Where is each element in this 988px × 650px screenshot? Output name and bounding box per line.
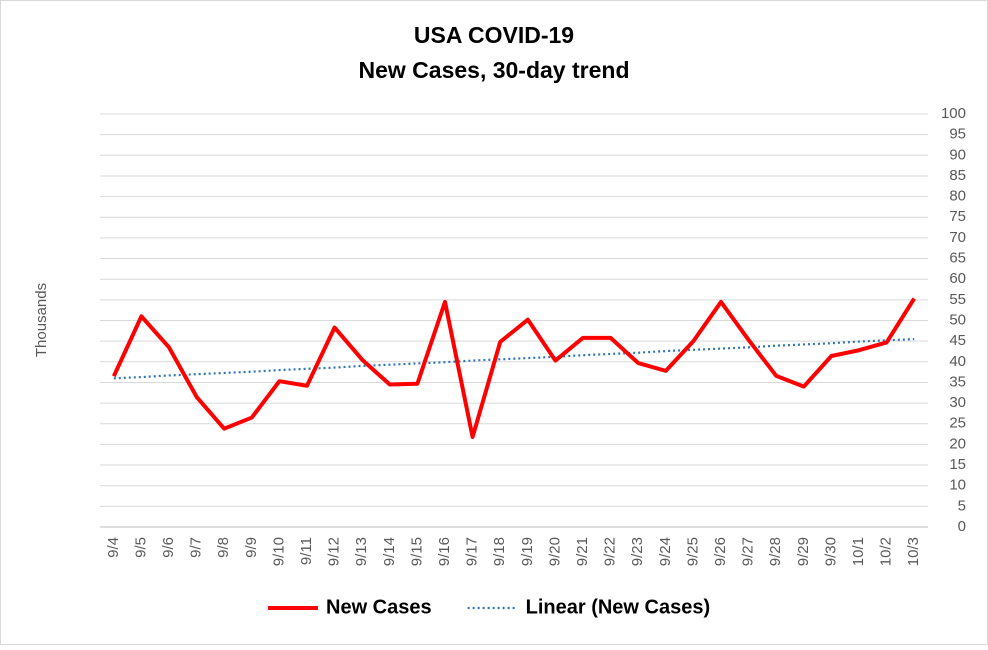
x-tick-label: 9/9 bbox=[243, 537, 260, 558]
x-tick-label: 9/28 bbox=[767, 537, 784, 566]
x-tick-label: 9/4 bbox=[105, 537, 122, 558]
y-tick-label: 45 bbox=[949, 332, 966, 349]
x-tick-label: 10/1 bbox=[850, 537, 867, 566]
x-tick-label: 9/16 bbox=[436, 537, 453, 566]
y-tick-label: 100 bbox=[941, 105, 966, 122]
y-tick-label: 15 bbox=[949, 456, 966, 473]
x-tick-label: 9/5 bbox=[132, 537, 149, 558]
x-tick-label: 9/24 bbox=[657, 537, 674, 566]
y-tick-label: 60 bbox=[949, 270, 966, 287]
x-tick-label: 9/14 bbox=[381, 537, 398, 566]
x-tick-label: 9/23 bbox=[629, 537, 646, 566]
x-tick-label: 9/25 bbox=[684, 537, 701, 566]
x-tick-label: 9/29 bbox=[795, 537, 812, 566]
x-tick-label: 9/19 bbox=[519, 537, 536, 566]
y-tick-label: 30 bbox=[949, 394, 966, 411]
y-axis-label: Thousands bbox=[33, 283, 50, 357]
y-tick-label: 10 bbox=[949, 477, 966, 494]
x-tick-label: 9/17 bbox=[464, 537, 481, 566]
y-tick-label: 55 bbox=[949, 291, 966, 308]
x-tick-label: 9/27 bbox=[740, 537, 757, 566]
x-tick-label: 10/2 bbox=[878, 537, 895, 566]
x-tick-label: 9/22 bbox=[602, 537, 619, 566]
x-tick-label: 9/12 bbox=[326, 537, 343, 566]
y-tick-label: 65 bbox=[949, 250, 966, 267]
x-tick-label: 9/10 bbox=[270, 537, 287, 566]
x-tick-label: 9/26 bbox=[712, 537, 729, 566]
x-tick-label: 9/21 bbox=[574, 537, 591, 566]
y-tick-label: 25 bbox=[949, 415, 966, 432]
x-tick-label: 9/13 bbox=[353, 537, 370, 566]
y-tick-label: 70 bbox=[949, 229, 966, 246]
x-tick-label: 9/11 bbox=[298, 537, 315, 565]
x-tick-label: 9/6 bbox=[160, 537, 177, 558]
y-tick-label: 20 bbox=[949, 435, 966, 452]
y-tick-label: 0 bbox=[958, 518, 966, 535]
x-tick-label: 9/8 bbox=[215, 537, 232, 558]
x-tick-label: 9/7 bbox=[188, 537, 205, 558]
x-tick-label: 9/30 bbox=[822, 537, 839, 566]
x-tick-label: 9/18 bbox=[491, 537, 508, 566]
x-tick-label: 9/20 bbox=[546, 537, 563, 566]
legend-label: New Cases bbox=[326, 596, 432, 618]
x-tick-label: 9/15 bbox=[408, 537, 425, 566]
y-tick-label: 95 bbox=[949, 126, 966, 143]
y-tick-label: 80 bbox=[949, 188, 966, 205]
chart-title: USA COVID-19 bbox=[414, 22, 574, 48]
legend-label: Linear (New Cases) bbox=[526, 596, 711, 618]
series-line bbox=[111, 297, 916, 439]
y-tick-label: 90 bbox=[949, 146, 966, 163]
y-tick-label: 40 bbox=[949, 353, 966, 370]
y-tick-label: 35 bbox=[949, 373, 966, 390]
y-tick-label: 5 bbox=[958, 497, 966, 514]
series-line bbox=[113, 337, 915, 380]
chart-subtitle: New Cases, 30-day trend bbox=[358, 57, 629, 83]
x-tick-label: 10/3 bbox=[905, 537, 922, 566]
y-tick-label: 75 bbox=[949, 208, 966, 225]
y-tick-label: 50 bbox=[949, 311, 966, 328]
y-tick-label: 85 bbox=[949, 167, 966, 184]
